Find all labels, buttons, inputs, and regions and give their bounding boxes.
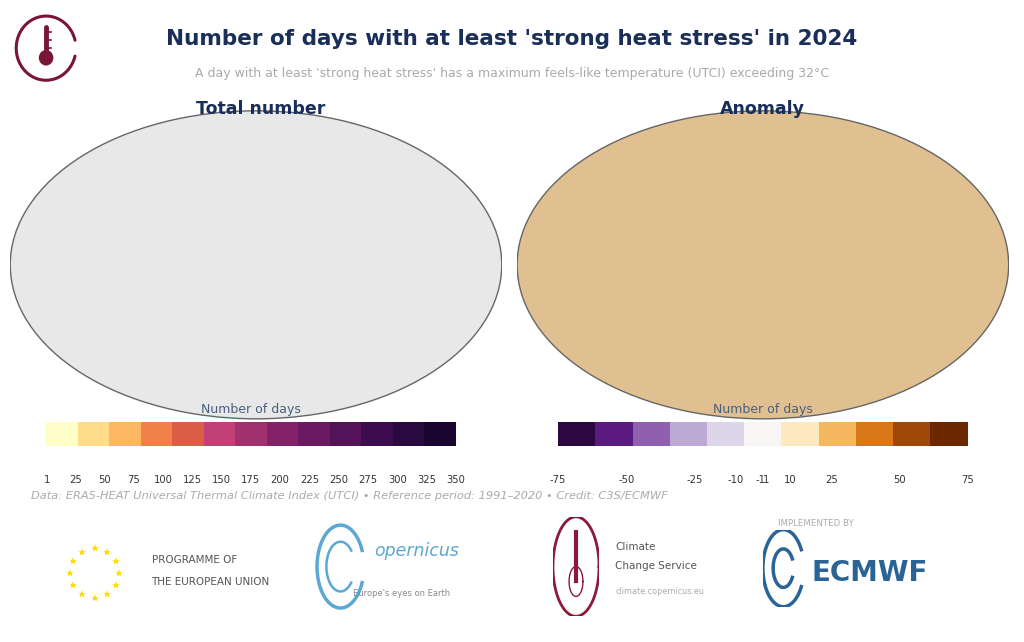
Text: PROGRAMME OF: PROGRAMME OF: [152, 555, 237, 565]
Text: Anomaly: Anomaly: [720, 100, 806, 117]
Ellipse shape: [10, 111, 502, 419]
Text: ECMWF: ECMWF: [811, 559, 928, 587]
Text: Change Service: Change Service: [615, 561, 697, 571]
Bar: [558, 422, 595, 446]
Text: Number of days: Number of days: [201, 403, 301, 416]
Bar: [781, 422, 819, 446]
Bar: [424, 422, 456, 446]
Text: Europe's eyes on Earth: Europe's eyes on Earth: [353, 589, 450, 598]
Text: Data: ERA5-HEAT Universal Thermal Climate Index (UTCI) • Reference period: 1991–: Data: ERA5-HEAT Universal Thermal Climat…: [31, 490, 668, 501]
Bar: [744, 422, 781, 446]
Text: Number of days with at least 'strong heat stress' in 2024: Number of days with at least 'strong hea…: [166, 29, 858, 49]
Ellipse shape: [517, 111, 1009, 419]
Bar: [78, 422, 110, 446]
Bar: [140, 422, 172, 446]
Bar: [330, 422, 361, 446]
Text: Total number: Total number: [197, 100, 326, 117]
Text: THE EUROPEAN UNION: THE EUROPEAN UNION: [152, 577, 269, 587]
Bar: [931, 422, 968, 446]
Text: A day with at least 'strong heat stress' has a maximum feels-like temperature (U: A day with at least 'strong heat stress'…: [195, 67, 829, 80]
Text: Climate: Climate: [615, 542, 655, 552]
Text: IMPLEMENTED BY: IMPLEMENTED BY: [778, 519, 854, 528]
Bar: [670, 422, 707, 446]
Bar: [172, 422, 204, 446]
Bar: [856, 422, 893, 446]
Bar: [266, 422, 298, 446]
Text: opernicus: opernicus: [374, 542, 459, 560]
Text: climate.copernicus.eu: climate.copernicus.eu: [615, 587, 705, 596]
Bar: [633, 422, 670, 446]
Bar: [110, 422, 140, 446]
Text: Number of days: Number of days: [713, 403, 813, 416]
Bar: [46, 422, 78, 446]
Bar: [236, 422, 266, 446]
Bar: [893, 422, 931, 446]
Bar: [595, 422, 633, 446]
Circle shape: [40, 51, 52, 65]
Bar: [392, 422, 424, 446]
Bar: [819, 422, 856, 446]
Bar: [298, 422, 330, 446]
Bar: [707, 422, 744, 446]
Bar: [361, 422, 392, 446]
Bar: [204, 422, 236, 446]
